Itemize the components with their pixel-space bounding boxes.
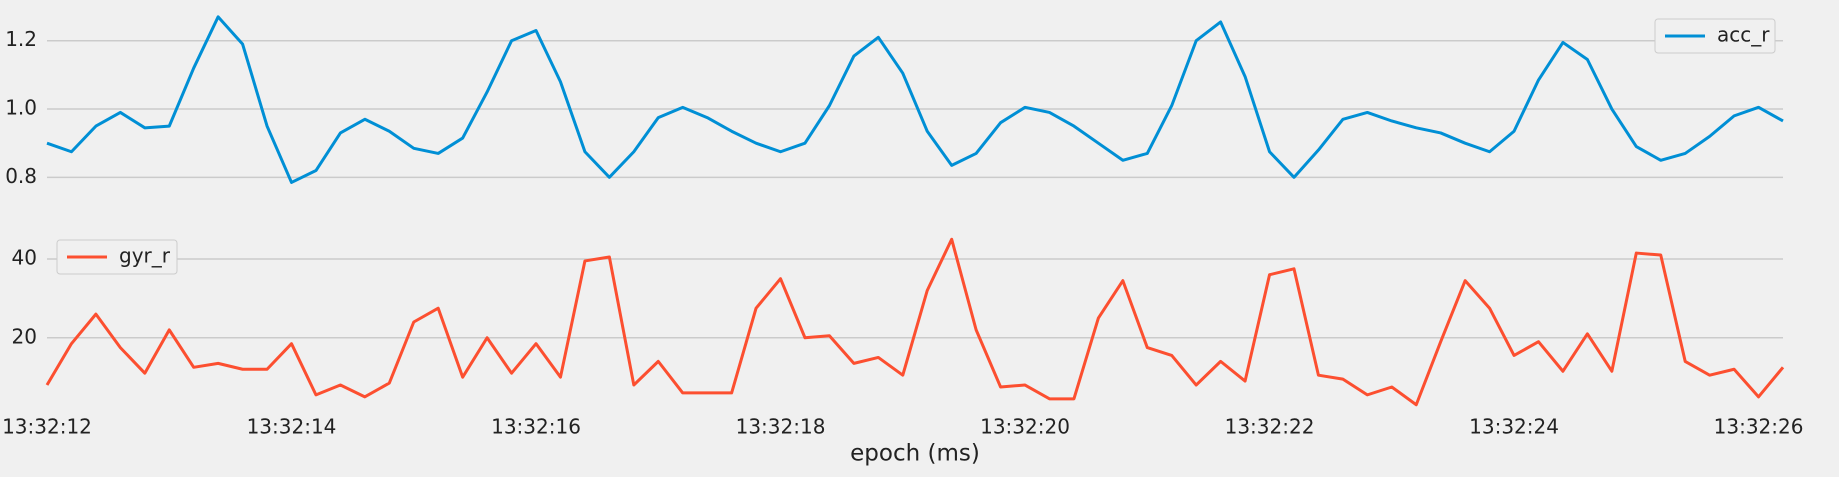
legend-label: acc_r: [1717, 23, 1770, 47]
x-tick-label: 13:32:12: [2, 415, 92, 439]
y-tick-label: 40: [12, 245, 37, 269]
x-tick-label: 13:32:14: [247, 415, 337, 439]
x-tick-label: 13:32:26: [1714, 415, 1804, 439]
data-line: [46, 15, 1784, 184]
x-tick-label: 13:32:18: [736, 415, 826, 439]
legend-box: [56, 239, 178, 275]
legend-box: [1654, 18, 1776, 54]
y-tick-label: 0.8: [5, 164, 37, 188]
data-line: [45, 237, 1785, 407]
x-axis-label: epoch (ms): [850, 441, 980, 467]
legend: acc_r: [1654, 18, 1776, 54]
legend-label: gyr_r: [119, 244, 171, 268]
y-tick-label: 20: [12, 324, 37, 348]
legend: gyr_r: [56, 239, 178, 275]
x-tick-label: 13:32:20: [980, 415, 1070, 439]
y-tick-label: 1.0: [5, 96, 37, 120]
x-tick-label: 13:32:22: [1225, 415, 1315, 439]
x-tick-label: 13:32:24: [1469, 415, 1559, 439]
y-tick-label: 1.2: [5, 27, 37, 51]
x-tick-label: 13:32:16: [491, 415, 581, 439]
